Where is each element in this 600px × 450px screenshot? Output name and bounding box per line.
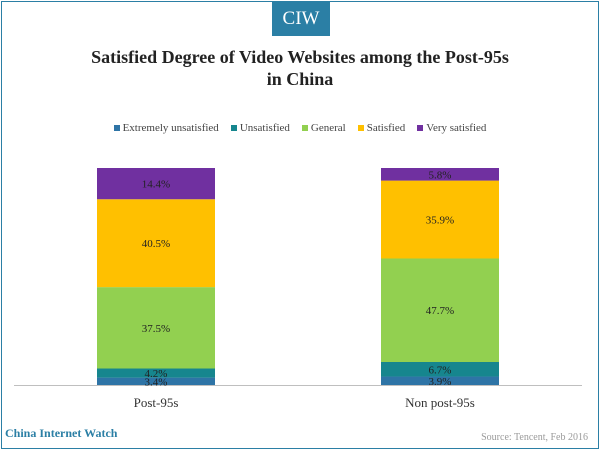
bar-segment (97, 168, 215, 200)
legend-label: Unsatisfied (239, 122, 290, 134)
bar-segment (97, 287, 215, 369)
bar-data-label: 6.7% (429, 364, 452, 376)
legend-item: Extremely unsatisfied (113, 122, 219, 134)
bar-data-label: 40.5% (142, 238, 170, 250)
chart-title-line-2: in China (266, 69, 334, 89)
bar-segment (381, 258, 499, 362)
legend-label: Very satisfied (426, 122, 487, 134)
legend-swatch (301, 125, 308, 131)
bar-segment (381, 168, 499, 181)
x-tick-label: Non post-95s (405, 395, 475, 410)
legend-label: Satisfied (366, 122, 406, 134)
legend-swatch (417, 125, 424, 131)
bar-segment (97, 199, 215, 288)
chart-title: Satisfied Degree of Video Websites among… (50, 46, 550, 90)
bar-data-label: 35.9% (426, 215, 454, 227)
bar-data-label: 3.9% (429, 376, 452, 388)
bar-data-label: 4.2% (145, 368, 168, 380)
bar-segment (381, 376, 499, 385)
x-tick-label: Post-95s (134, 395, 179, 410)
bar-data-label: 47.7% (426, 305, 454, 317)
bar-segment (97, 368, 215, 378)
bar-segment (97, 377, 215, 385)
legend-label: Extremely unsatisfied (122, 122, 219, 134)
legend-swatch (113, 125, 120, 131)
footer-brand: China Internet Watch (5, 426, 118, 440)
legend-label: General (310, 122, 346, 134)
bar-data-label: 5.8% (429, 169, 452, 181)
legend-swatch (230, 125, 237, 131)
bar-segment (381, 362, 499, 377)
chart-legend: Extremely unsatisfied Unsatisfied General S… (0, 121, 600, 135)
footer-source: Source: Tencent, Feb 2016 (481, 432, 588, 443)
chart-title-line-1: Satisfied Degree of Video Websites among… (91, 47, 509, 67)
legend-swatch (357, 125, 364, 131)
legend-item: Unsatisfied (230, 122, 290, 134)
bar-data-label: 3.4% (145, 376, 168, 388)
bar-data-label: 14.4% (142, 179, 170, 191)
legend-item: General (301, 122, 346, 134)
bar-data-label: 37.5% (142, 323, 170, 335)
legend-item: Very satisfied (417, 122, 486, 134)
legend-item: Satisfied (357, 122, 406, 134)
bar-segment (381, 180, 499, 259)
ciw-logo: CIW (272, 2, 330, 36)
